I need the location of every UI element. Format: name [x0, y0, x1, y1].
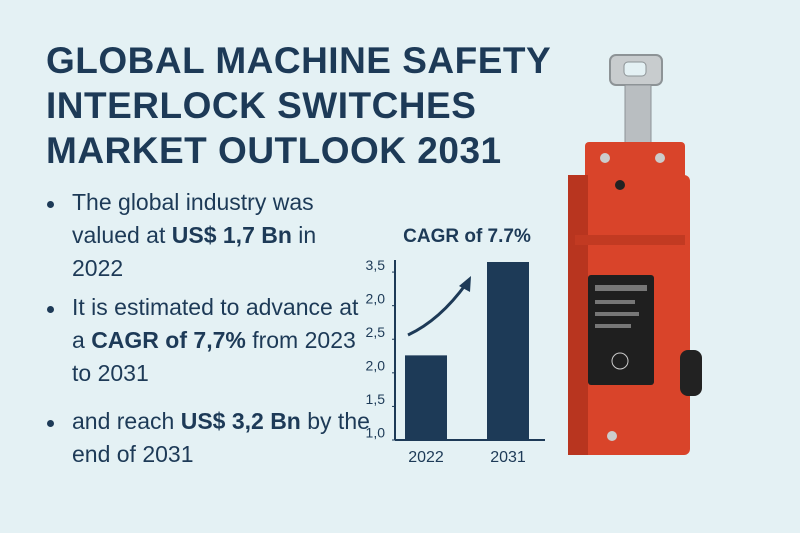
- title-line: MARKET OUTLOOK 2031: [46, 130, 502, 171]
- x-tick-label: 2031: [490, 449, 526, 466]
- bar: [487, 262, 529, 440]
- bullet-text: US$ 3,2 Bn: [180, 408, 301, 434]
- y-tick-label: 1,5: [366, 391, 386, 407]
- x-tick-label: 2022: [408, 449, 444, 466]
- bullet-text: by the end of 2031: [72, 408, 370, 467]
- bullet: The global industry was valued at US$ 1,…: [47, 186, 372, 285]
- bullet-text: in 2022: [72, 222, 317, 281]
- bullet-text: The global industry was valued at: [72, 189, 314, 248]
- title-line: INTERLOCK SWITCHES: [46, 85, 477, 126]
- arrow-head: [459, 276, 471, 292]
- bullet-text: US$ 1,7 Bn: [171, 222, 292, 248]
- y-tick-label: 3,5: [366, 257, 386, 273]
- y-tick-label: 1,0: [366, 425, 386, 441]
- bullet-text: from 2023 to 2031: [72, 327, 356, 386]
- y-tick-label: 2,0: [366, 290, 386, 306]
- bullet-text: CAGR of 7,7%: [91, 327, 246, 353]
- bullet-text: It is estimated to advance at a: [72, 294, 359, 353]
- bullet: It is estimated to advance at a CAGR of …: [47, 291, 372, 390]
- bullet-text: and reach: [72, 408, 181, 434]
- product-image: [568, 54, 702, 455]
- y-tick-label: 2,0: [366, 358, 386, 374]
- arrow: [407, 283, 468, 337]
- title: GLOBAL MACHINE SAFETY INTERLOCK SWITCHES M…: [46, 38, 551, 173]
- bullet: and reach US$ 3,2 Bn by the end of 2031: [47, 405, 372, 471]
- title-line: GLOBAL MACHINE SAFETY: [46, 40, 552, 81]
- y-tick-label: 2,5: [366, 324, 386, 340]
- chart-title: CAGR of 7.7%: [403, 226, 531, 247]
- bar: [405, 355, 447, 440]
